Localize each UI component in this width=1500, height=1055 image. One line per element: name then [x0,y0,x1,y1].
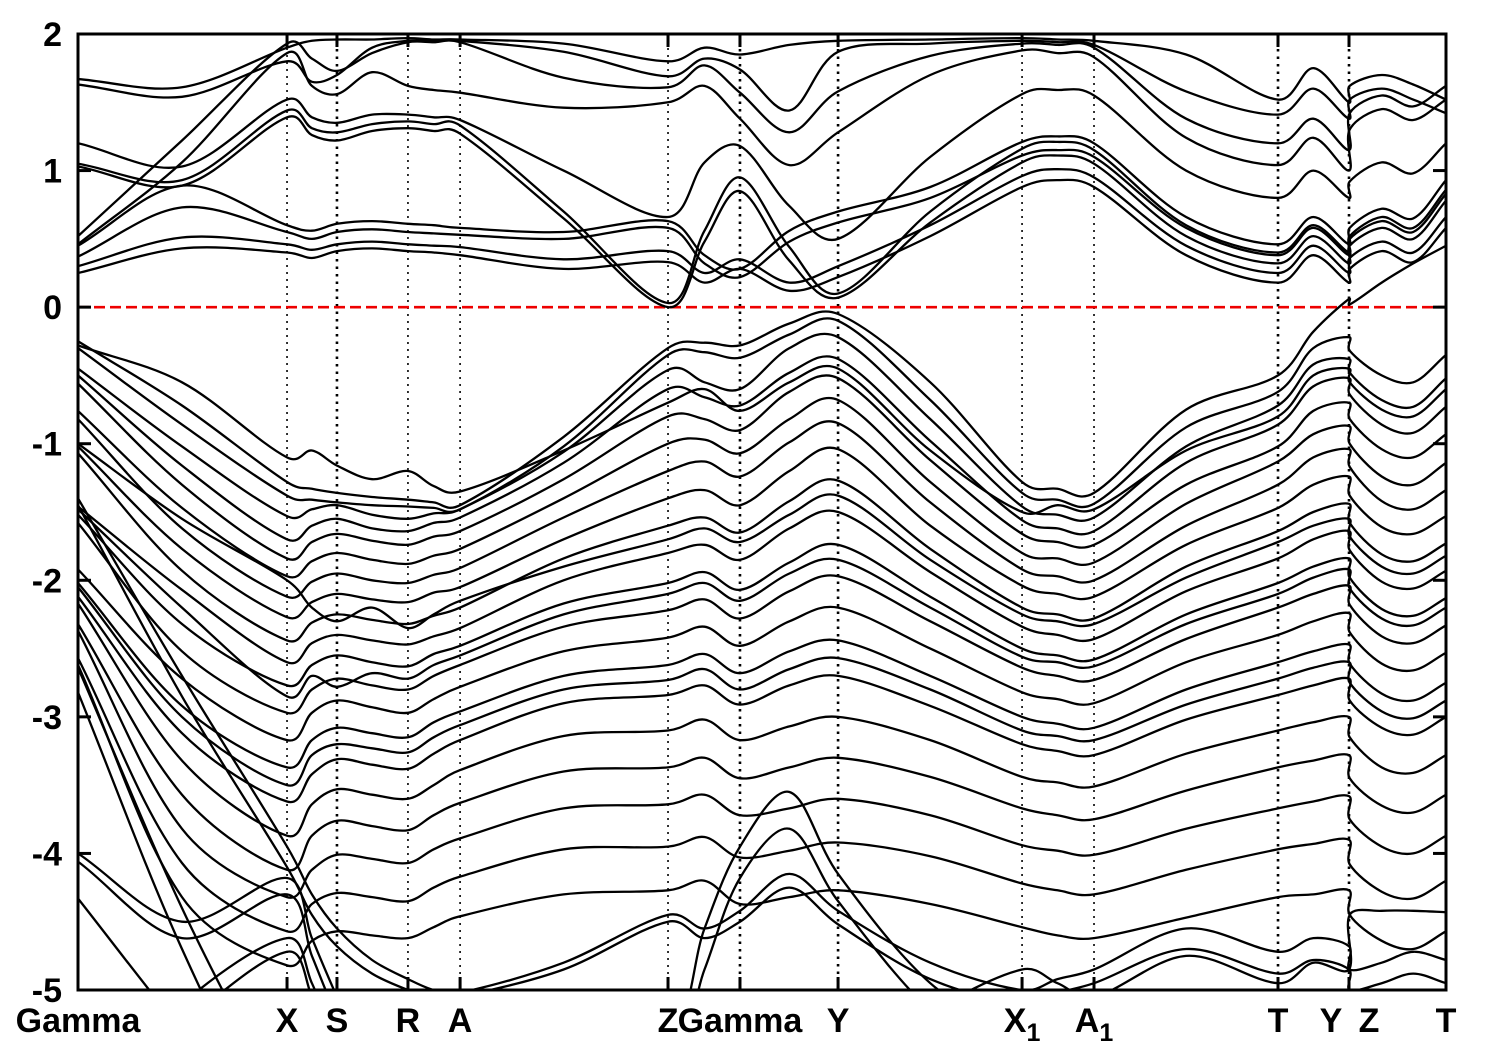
band-line [78,244,1446,509]
x-axis-label: T [1436,1002,1457,1040]
band-line [78,344,1446,515]
band-line [78,595,1446,804]
band-line [78,622,1446,872]
band-line [78,445,1446,620]
x-axis-label: Gamma [678,1002,804,1040]
y-tick-label: -5 [32,972,62,1010]
band-line [78,442,1446,630]
x-axis-label: Z [1359,1002,1380,1040]
band-line [78,135,1446,271]
band-line [78,48,1446,246]
band-line [78,148,1446,279]
band-line [78,508,1446,699]
band-line [78,108,1446,305]
x-axis-label: T [1268,1002,1289,1040]
band-line [78,87,1446,242]
band-line [78,513,1446,688]
band-line [78,691,203,990]
band-line [697,827,912,990]
y-tick-label: -2 [32,562,62,600]
band-line [78,417,1446,599]
band-line [78,332,1446,522]
x-axis-label: A1 [1075,1002,1114,1047]
band-line [78,396,1446,579]
band-line [78,585,1446,787]
band-line [78,656,1446,933]
plot-border [76,32,1448,992]
band-line [78,317,1446,514]
band-line [78,505,1446,665]
y-tick-label: 1 [43,153,62,191]
band-line [78,178,1446,293]
band-line [78,374,1446,561]
x-axis-label: A [448,1002,473,1040]
y-tick-label: -1 [32,426,62,464]
x-axis-label: Z [658,1002,679,1040]
y-tick-label: 2 [43,16,62,54]
band-line [968,908,1446,990]
band-line [78,452,1446,643]
x-axis-label: R [396,1002,421,1040]
y-tick-label: 0 [43,289,62,327]
band-line [78,355,1446,542]
band-line [78,168,1446,284]
x-axis-label: X [276,1002,299,1040]
band-line [78,629,1446,899]
band-line [78,497,1446,990]
band-line [78,521,1446,715]
y-tick-label: -3 [32,699,62,737]
band-line [689,790,941,990]
y-tick-label: -4 [32,835,62,873]
x-axis-label: Gamma [16,1002,142,1040]
x-axis-label: X1 [1004,1002,1041,1047]
band-line [78,581,1446,769]
x-axis-label: Y [827,1002,850,1040]
band-line [78,568,1446,742]
x-axis-label: S [326,1002,349,1040]
band-line [78,39,1446,120]
band-line [78,39,1446,238]
x-axis-label: Y [1320,1002,1343,1040]
band-line [78,602,1446,838]
band-line [78,504,1446,990]
